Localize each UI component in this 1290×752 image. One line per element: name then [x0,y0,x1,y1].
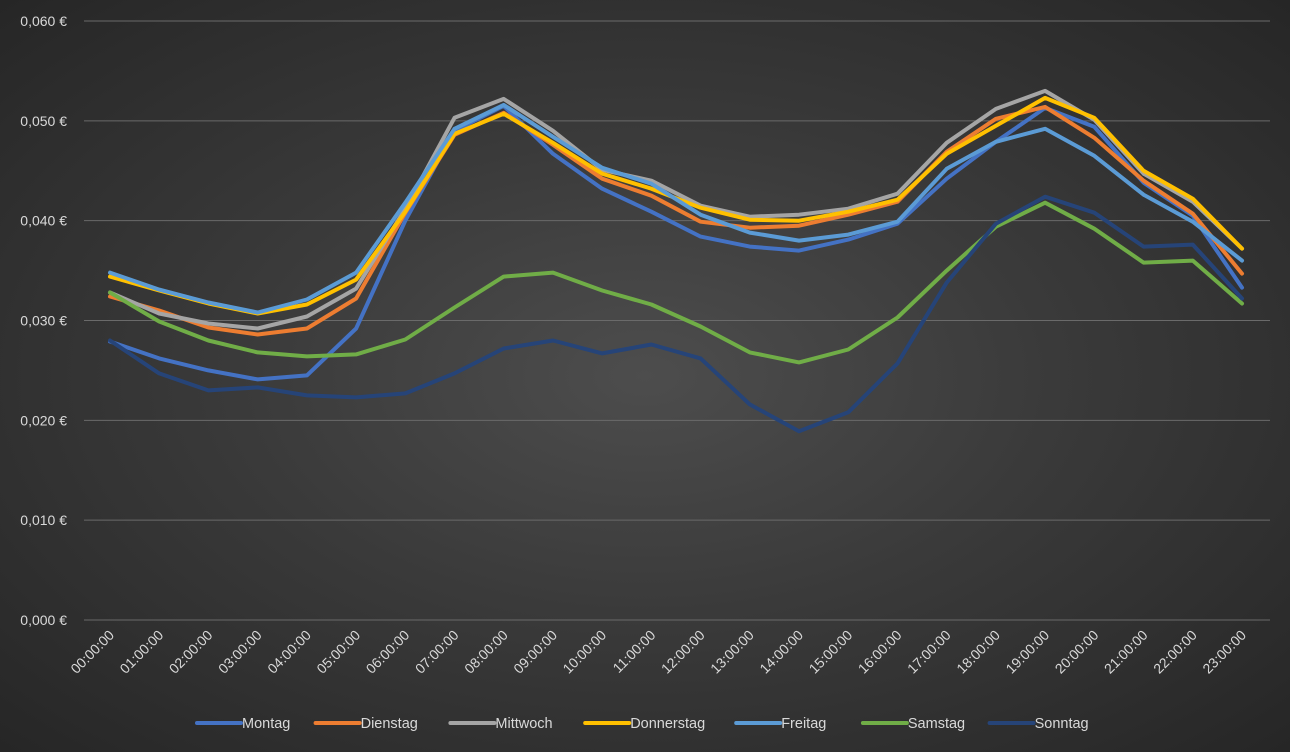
legend-item-donnerstag: Donnerstag [583,716,705,732]
series-line-samstag [108,200,1244,365]
series-line-freitag [108,102,1244,315]
legend-item-sonntag: Sonntag [987,716,1089,732]
x-tick-label: 22:00:00 [1150,627,1200,677]
legend-label: Dienstag [361,716,418,732]
legend-item-samstag: Samstag [860,716,965,732]
x-tick-label: 13:00:00 [707,627,757,677]
y-tick-label: 0,010 € [20,512,67,528]
series-line-mittwoch [108,88,1244,331]
x-tick-label: 04:00:00 [264,627,314,677]
x-tick-label: 08:00:00 [461,627,511,677]
x-tick-label: 09:00:00 [510,627,560,677]
series-lines [108,88,1244,434]
x-tick-label: 01:00:00 [116,627,166,677]
x-tick-label: 12:00:00 [658,627,708,677]
legend-item-montag: Montag [195,716,290,732]
legend-item-freitag: Freitag [734,716,826,732]
x-tick-label: 03:00:00 [215,627,265,677]
series-line-sonntag [108,194,1244,434]
x-tick-label: 11:00:00 [609,627,658,676]
gridlines [84,20,1270,621]
x-tick-label: 15:00:00 [806,627,856,677]
x-tick-label: 16:00:00 [855,627,905,677]
x-tick-label: 00:00:00 [67,627,117,677]
y-tick-label: 0,000 € [20,612,67,628]
x-tick-label: 10:00:00 [559,627,609,677]
legend-item-mittwoch: Mittwoch [448,716,553,732]
y-tick-label: 0,020 € [20,412,67,428]
x-tick-label: 02:00:00 [166,627,216,677]
y-axis-tick-labels: 0,000 € 0,010 € 0,020 € 0,030 € 0,040 € 0,050… [20,13,67,628]
legend-label: Sonntag [1035,716,1089,732]
x-axis-tick-labels: 00:00:00 01:00:00 02:00:00 03:00:00 04:00:00… [67,627,1249,677]
x-tick-label: 05:00:00 [313,627,363,677]
y-tick-label: 0,030 € [20,313,67,329]
x-tick-label: 17:00:00 [904,627,954,677]
x-tick-label: 07:00:00 [412,627,462,677]
legend-label: Donnerstag [630,716,705,732]
legend-label: Mittwoch [495,716,552,732]
x-tick-label: 21:00:00 [1101,627,1151,677]
x-tick-label: 06:00:00 [363,627,413,677]
x-tick-label: 19:00:00 [1002,627,1052,677]
legend-label: Freitag [781,716,826,732]
series-line-dienstag [108,104,1244,337]
y-tick-label: 0,060 € [20,13,67,29]
x-tick-label: 18:00:00 [953,627,1003,677]
x-tick-label: 14:00:00 [756,627,806,677]
y-tick-label: 0,050 € [20,113,67,129]
legend-label: Samstag [908,716,965,732]
x-tick-label: 20:00:00 [1052,627,1102,677]
x-tick-label: 23:00:00 [1199,627,1249,677]
y-tick-label: 0,040 € [20,213,67,229]
legend-label: Montag [242,716,290,732]
legend-item-dienstag: Dienstag [313,716,418,732]
legend: Montag Dienstag Mittwoch Donnerstag Freitag S… [195,716,1089,732]
series-line-montag [108,103,1244,382]
